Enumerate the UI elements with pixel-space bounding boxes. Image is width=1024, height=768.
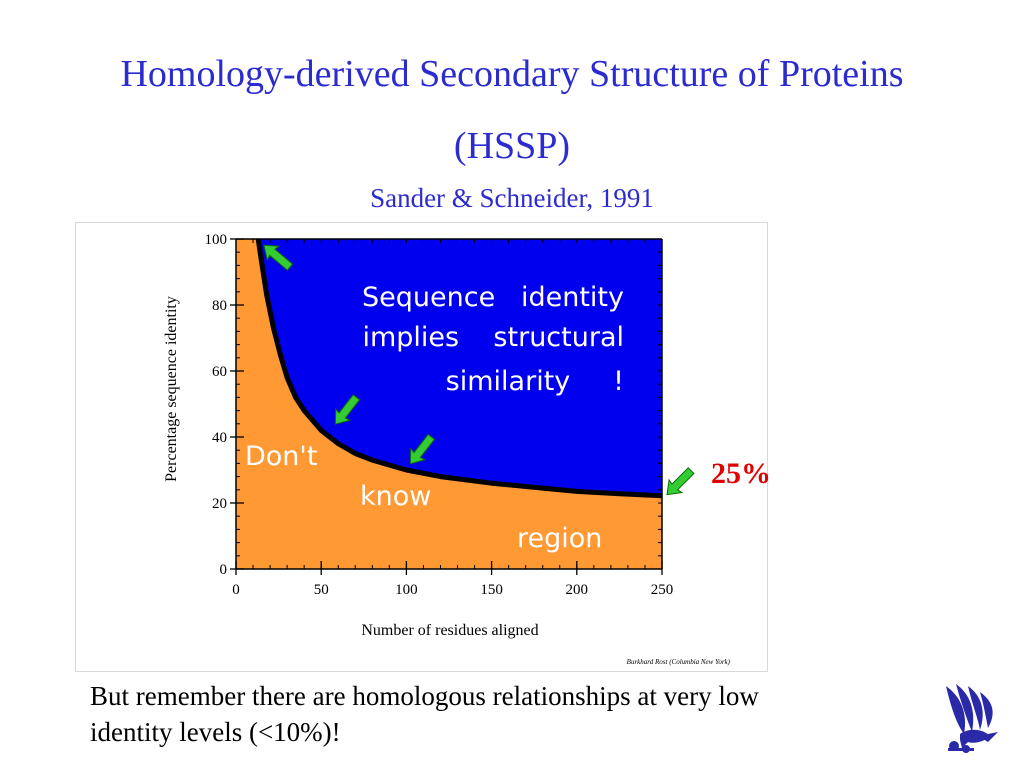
x-axis-title: Number of residues aligned [361, 622, 538, 639]
figure-credit: Burkhard Rost (Columbia New York) [627, 658, 731, 666]
slide-title-acronym: (HSSP) [453, 125, 571, 167]
region-label-know: know [360, 481, 431, 512]
y-tick-label: 20 [212, 496, 227, 512]
y-axis-title: Percentage sequence identity [163, 296, 180, 482]
region-label-dont: Don't [245, 441, 317, 472]
green-arrow-icon [666, 467, 695, 496]
region-label-region: region [517, 523, 602, 554]
slide-subtitle: Sander & Schneider, 1991 [370, 183, 654, 213]
x-tick-label: 100 [395, 582, 418, 598]
green-arrow-icon [409, 433, 436, 465]
green-arrow-icon [334, 394, 361, 425]
griffin-logo-icon [946, 684, 998, 753]
x-tick-label: 50 [314, 582, 329, 598]
slide-title: Homology-derived Secondary Structure of … [120, 53, 904, 95]
region-label-similarity: similarity ! [446, 366, 624, 397]
footnote-line-2: identity levels (<10%)! [90, 717, 341, 747]
y-tick-label: 0 [220, 562, 228, 578]
x-tick-label: 250 [651, 582, 674, 598]
x-tick-label: 200 [566, 582, 589, 598]
threshold-25-percent-label: 25% [711, 457, 771, 490]
structural-similarity-region-area [258, 239, 662, 496]
region-label-sequence-identity: Sequence identity [362, 282, 624, 313]
footnote-line-1: But remember there are homologous relati… [90, 681, 759, 711]
y-tick-label: 100 [205, 232, 228, 248]
y-tick-label: 60 [212, 364, 227, 380]
footnote: But remember there are homologous relati… [90, 678, 940, 750]
region-label-implies-structural: implies structural [362, 322, 624, 353]
threshold-curve [255, 238, 663, 499]
green-arrow-icon [263, 244, 294, 271]
x-tick-label: 0 [232, 582, 240, 598]
y-tick-label: 80 [212, 298, 227, 314]
y-tick-label: 40 [212, 430, 227, 446]
x-tick-label: 150 [480, 582, 503, 598]
